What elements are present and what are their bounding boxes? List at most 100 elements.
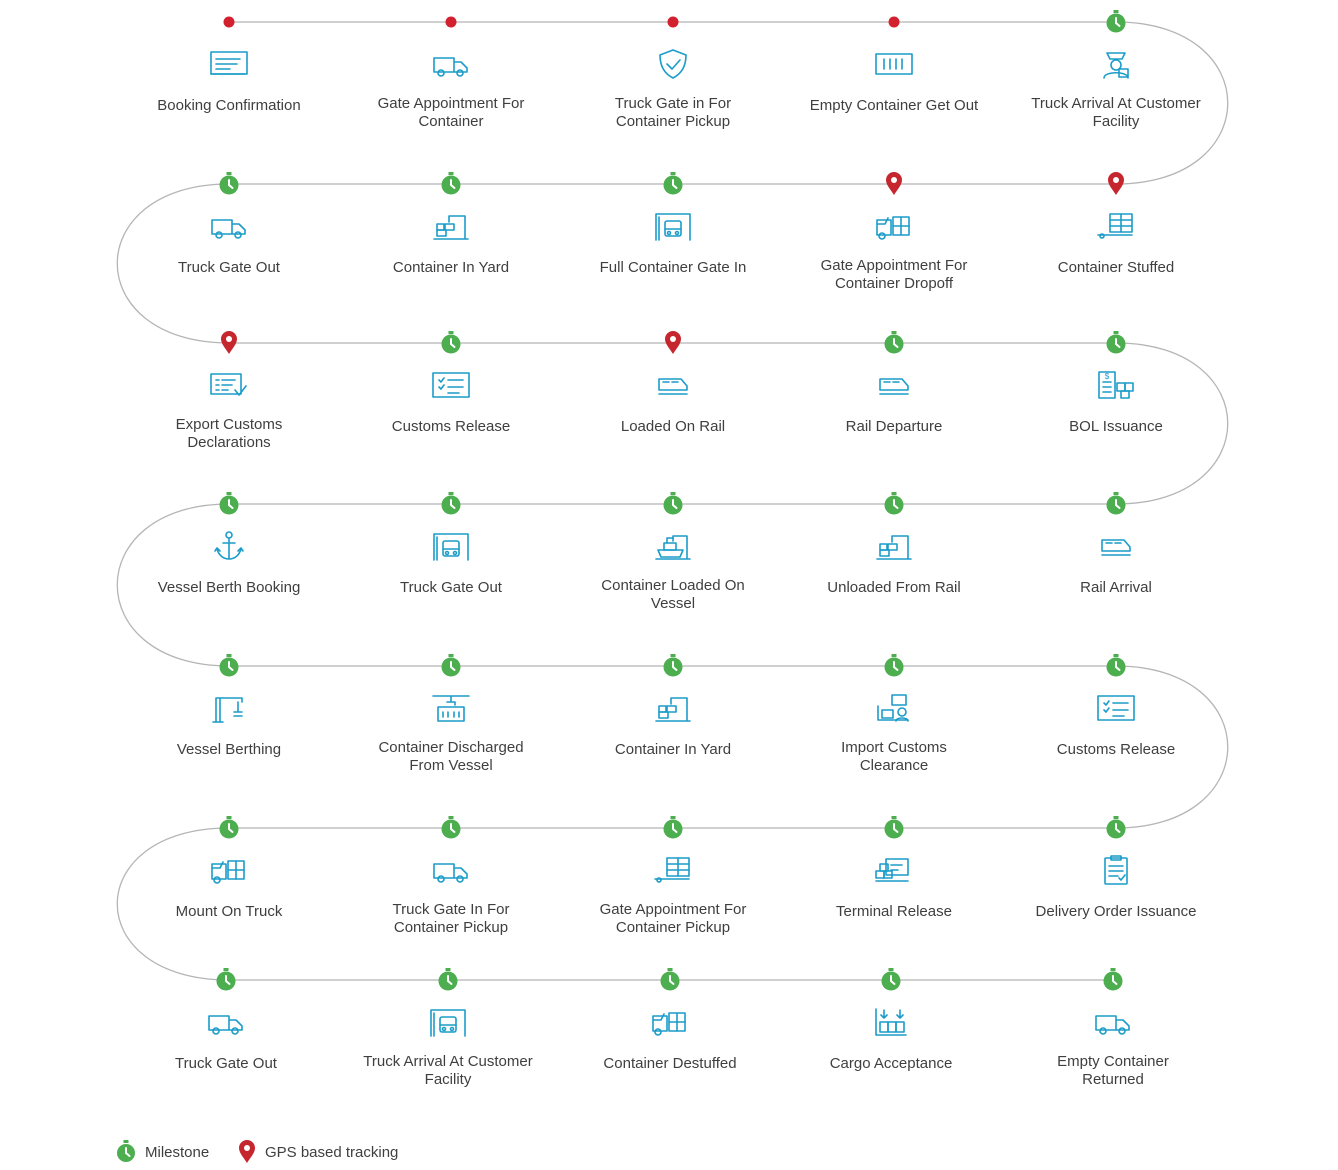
- timeline-step: Vessel Berth Booking: [158, 492, 301, 596]
- legend-gps: GPS based tracking: [238, 1139, 398, 1165]
- step-label: Rail Arrival: [1080, 579, 1152, 596]
- milestone-icon: [441, 654, 461, 677]
- timeline-step: Vessel Berthing: [177, 654, 281, 758]
- berth-crane-icon: [212, 697, 243, 723]
- timeline-step: Container In Yard: [393, 172, 509, 276]
- container-stuffed-icon: [654, 857, 690, 883]
- milestone-icon: [219, 816, 239, 839]
- step-label: Facility: [425, 1071, 472, 1088]
- milestone-icon: [216, 968, 236, 991]
- timeline-step: Booking Confirmation: [157, 16, 301, 114]
- event-dot-icon: [888, 16, 900, 28]
- train-icon: [879, 378, 909, 395]
- step-label: Container Loaded On: [601, 577, 744, 594]
- milestone-icon: [1106, 331, 1126, 354]
- gate-truck-icon: [430, 1009, 466, 1037]
- step-label: Container In Yard: [393, 259, 509, 276]
- gate-truck-icon: [655, 213, 691, 241]
- step-label: Vessel Berthing: [177, 741, 281, 758]
- step-label: Container Discharged: [378, 739, 523, 756]
- milestone-icon: [441, 331, 461, 354]
- milestone-icon: [663, 172, 683, 195]
- step-label: Truck Gate in For: [615, 95, 731, 112]
- timeline-step: $ BOL Issuance: [1069, 331, 1163, 435]
- milestone-icon: [1106, 654, 1126, 677]
- step-label: Vessel: [651, 595, 695, 612]
- step-label: Truck Arrival At Customer: [363, 1053, 532, 1070]
- step-label: Booking Confirmation: [157, 97, 300, 114]
- milestone-icon: [441, 172, 461, 195]
- milestone-icon: [1106, 492, 1126, 515]
- event-dot-icon: [445, 16, 457, 28]
- step-label: Truck Gate Out: [178, 259, 281, 276]
- timeline-step: Rail Departure: [846, 331, 943, 435]
- milestone-icon: [663, 654, 683, 677]
- step-label: Clearance: [860, 757, 928, 774]
- yard-crane-icon: [433, 215, 469, 240]
- milestone-icon: [884, 816, 904, 839]
- truck-icon: [208, 1015, 243, 1035]
- step-label: Gate Appointment For: [378, 95, 525, 112]
- truck-icon: [211, 219, 246, 239]
- gate-truck-icon: [433, 533, 469, 561]
- timeline-step: Customs Release: [1057, 654, 1175, 758]
- step-label: Facility: [1093, 113, 1140, 130]
- customs-release-icon: [432, 372, 470, 398]
- step-label: BOL Issuance: [1069, 418, 1163, 435]
- cargo-acceptance-icon: [875, 1008, 907, 1036]
- timeline-step: Loaded On Rail: [621, 331, 725, 435]
- step-label: Returned: [1082, 1071, 1144, 1088]
- timeline-step: Rail Arrival: [1080, 492, 1152, 596]
- milestone-icon: [441, 492, 461, 515]
- step-label: Declarations: [187, 434, 270, 451]
- step-label: Truck Gate Out: [175, 1055, 278, 1072]
- legend-milestone: Milestone: [116, 1139, 209, 1165]
- step-label: Unloaded From Rail: [827, 579, 960, 596]
- timeline-step: Truck Gate Out: [178, 172, 281, 276]
- bol-document-icon: $: [1098, 371, 1134, 399]
- step-label: Gate Appointment For: [821, 257, 968, 274]
- step-label: Container Dropoff: [835, 275, 954, 292]
- timeline-step: Container Destuffed: [603, 968, 737, 1072]
- step-label: Vessel Berth Booking: [158, 579, 301, 596]
- timeline-step: Mount On Truck: [176, 816, 283, 920]
- truck-icon: [1095, 1015, 1130, 1035]
- step-label: Rail Departure: [846, 418, 943, 435]
- timeline-step: Empty Container Get Out: [810, 16, 979, 114]
- step-label: Empty Container: [1057, 1053, 1169, 1070]
- empty-container-icon: [875, 53, 913, 75]
- driver-icon: [1103, 52, 1129, 79]
- customs-release-icon: [1097, 695, 1135, 721]
- yard-crane-icon: [655, 697, 691, 722]
- truck-container-icon: [876, 216, 910, 240]
- step-label: Container Pickup: [616, 113, 730, 130]
- step-label: Empty Container Get Out: [810, 97, 979, 114]
- svg-text:$: $: [1105, 372, 1110, 381]
- step-label: Truck Arrival At Customer: [1031, 95, 1200, 112]
- milestone-icon: [438, 968, 458, 991]
- container-stuffed-icon: [1097, 213, 1133, 239]
- step-label: Container Pickup: [616, 919, 730, 936]
- event-dot-icon: [667, 16, 679, 28]
- milestone-icon: [884, 492, 904, 515]
- import-customs-icon: [877, 694, 909, 722]
- milestone-icon: [219, 172, 239, 195]
- step-label: Customs Release: [1057, 741, 1175, 758]
- step-label: Export Customs: [176, 416, 283, 433]
- legend-milestone-label: Milestone: [145, 1143, 210, 1161]
- shield-check-icon: [659, 49, 687, 79]
- declaration-icon: [210, 373, 247, 396]
- milestone-icon: [884, 654, 904, 677]
- event-dot-icon: [223, 16, 235, 28]
- train-icon: [1101, 539, 1131, 556]
- timeline-step: Terminal Release: [836, 816, 952, 920]
- timeline-step: Container Stuffed: [1058, 172, 1174, 276]
- timeline-step: Truck Gate Out: [400, 492, 503, 596]
- milestone-icon: [1106, 10, 1126, 33]
- milestone-legend-icon: [117, 1140, 135, 1162]
